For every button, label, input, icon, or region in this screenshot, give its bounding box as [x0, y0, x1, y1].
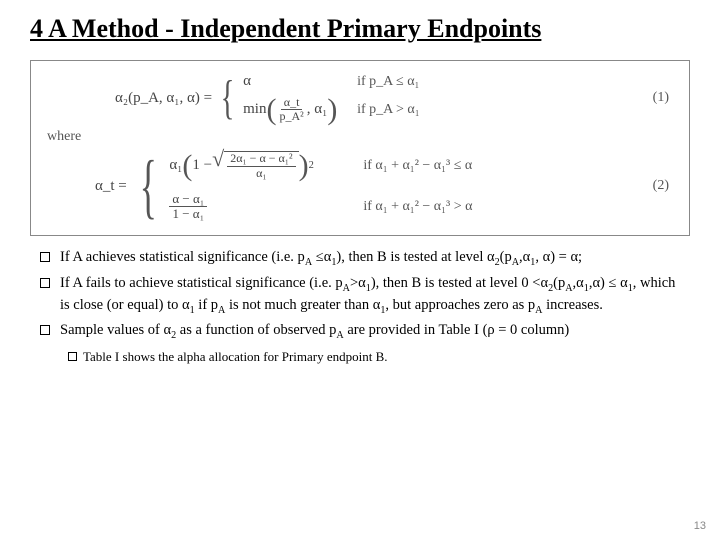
eq2-case2-cond: if α₁ + α₁² − α₁³ > α [363, 199, 472, 215]
bullet-box-icon [40, 252, 50, 262]
frac-num: α_t [281, 96, 303, 110]
list-item: Sample values of α2 as a function of obs… [40, 321, 680, 343]
bullet-list: If A achieves statistical significance (… [40, 248, 680, 342]
frac-den: α₁ [253, 167, 269, 180]
bullet-2-text: If A fails to achieve statistical signif… [60, 274, 680, 317]
min-label: min [243, 101, 266, 118]
list-item: If A fails to achieve statistical signif… [40, 274, 680, 317]
eq2-case1-expr: α₁ ( 1 − √ 2α₁ − α − α₁² α₁ [169, 151, 349, 179]
bullet-box-icon [40, 325, 50, 335]
page-number: 13 [694, 520, 706, 532]
subnote: Table I shows the alpha allocation for P… [68, 349, 680, 365]
sq-exp: 2 [309, 160, 314, 171]
where-label: where [47, 129, 675, 145]
bullet-1-text: If A achieves statistical significance (… [60, 248, 680, 270]
eq2-number: (2) [653, 178, 675, 194]
frac-den: 1 − α₁ [169, 207, 207, 221]
eq1-lhs: α₂(p_A, α₁, α) = [115, 90, 212, 107]
equation-1: α₂(p_A, α₁, α) = { α if p_A ≤ α₁ min ( α… [45, 73, 675, 123]
eq1-number: (1) [653, 90, 675, 106]
eq2-c1-pre: α₁ [169, 157, 182, 174]
eq2-case1-cond: if α₁ + α₁² − α₁³ ≤ α [363, 158, 472, 174]
eq2-lhs: α_t = [95, 178, 127, 195]
bullet-box-icon [68, 352, 77, 361]
frac-num: 2α₁ − α − α₁² [227, 152, 295, 166]
brace-icon: { [139, 159, 156, 213]
formula-box: α₂(p_A, α₁, α) = { α if p_A ≤ α₁ min ( α… [30, 60, 690, 236]
list-item: If A achieves statistical significance (… [40, 248, 680, 270]
eq1-case1-expr: α [243, 73, 343, 90]
eq1-case2-cond: if p_A > α₁ [357, 102, 420, 118]
brace-icon: { [221, 79, 235, 117]
eq1-case1-cond: if p_A ≤ α₁ [357, 74, 419, 90]
eq1-tail: , α₁ [307, 101, 328, 118]
eq1-case2-expr: min ( α_t p_A² , α₁ ) [243, 96, 343, 123]
subnote-text: Table I shows the alpha allocation for P… [83, 349, 388, 365]
frac-num: α − α₁ [169, 192, 207, 207]
bullet-box-icon [40, 278, 50, 288]
slide-title: 4 A Method - Independent Primary Endpoin… [0, 0, 720, 54]
eq2-case2-expr: α − α₁ 1 − α₁ [169, 192, 349, 222]
equation-2: α_t = { α₁ ( 1 − √ 2α₁ − α − α₁² α₁ [45, 151, 675, 221]
frac-den: p_A² [276, 110, 306, 123]
bullet-3-text: Sample values of α2 as a function of obs… [60, 321, 680, 343]
